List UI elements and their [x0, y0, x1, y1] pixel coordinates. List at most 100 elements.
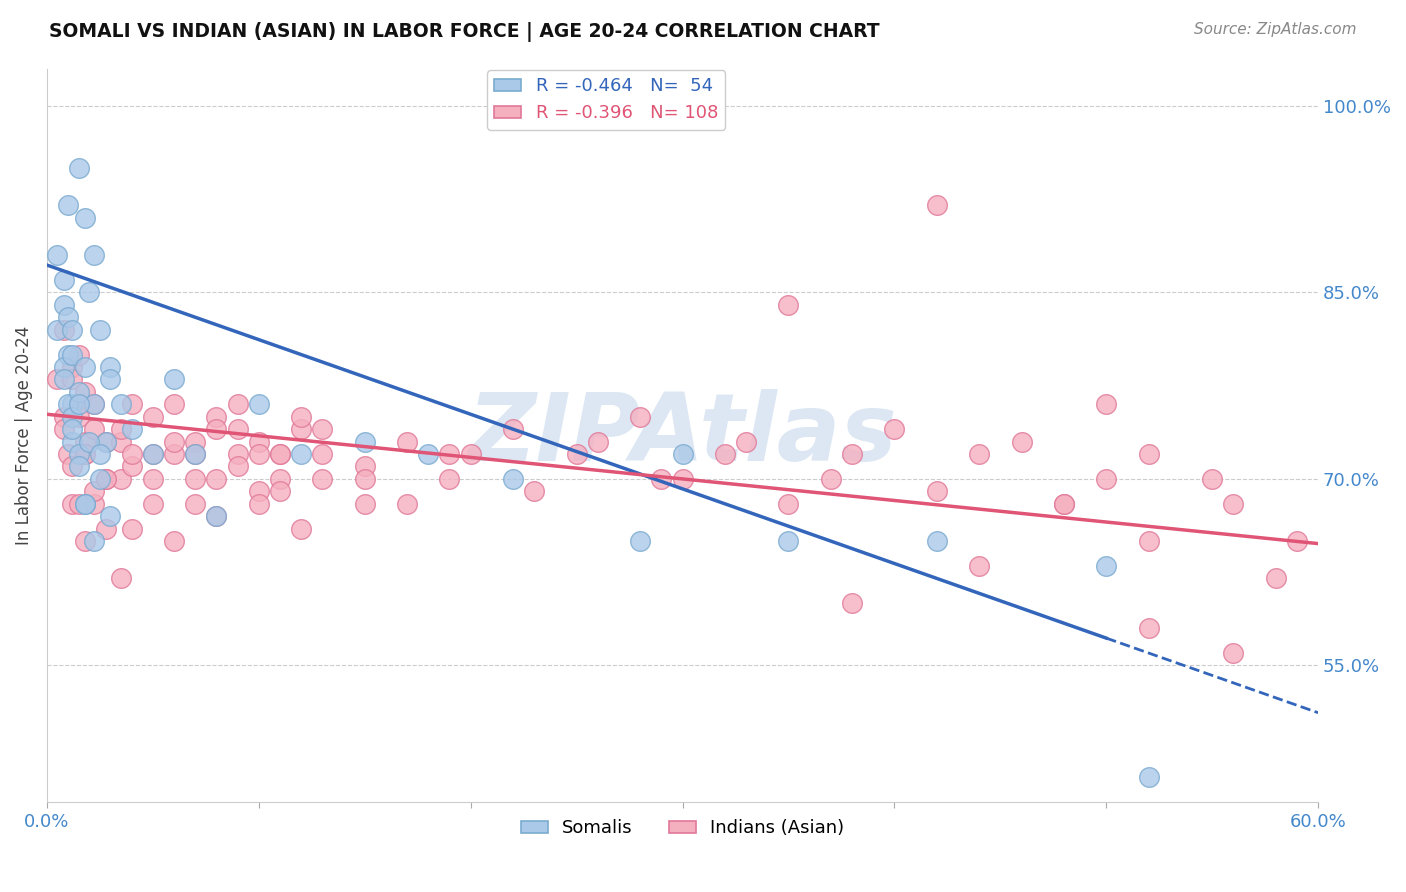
Point: [83, 422, 105, 436]
Point: [290, 522, 312, 536]
Point: [820, 472, 842, 486]
Point: [311, 472, 333, 486]
Point: [353, 497, 375, 511]
Point: [1137, 621, 1160, 635]
Point: [56, 198, 79, 212]
Point: [121, 397, 143, 411]
Point: [46, 248, 69, 262]
Point: [83, 248, 105, 262]
Point: [67, 497, 90, 511]
Point: [110, 434, 132, 449]
Point: [735, 434, 758, 449]
Point: [184, 472, 207, 486]
Point: [96, 472, 118, 486]
Point: [121, 422, 143, 436]
Point: [83, 397, 105, 411]
Point: [925, 484, 948, 499]
Point: [60, 372, 83, 386]
Point: [671, 447, 693, 461]
Point: [73, 497, 96, 511]
Point: [52, 409, 75, 424]
Point: [96, 472, 118, 486]
Point: [73, 447, 96, 461]
Point: [628, 534, 651, 549]
Point: [1095, 397, 1118, 411]
Point: [60, 347, 83, 361]
Point: [163, 397, 186, 411]
Point: [52, 359, 75, 374]
Point: [73, 211, 96, 225]
Point: [290, 409, 312, 424]
Point: [460, 447, 482, 461]
Point: [77, 434, 100, 449]
Point: [565, 447, 588, 461]
Point: [67, 347, 90, 361]
Point: [184, 434, 207, 449]
Point: [83, 534, 105, 549]
Point: [502, 422, 524, 436]
Point: [184, 447, 207, 461]
Point: [121, 447, 143, 461]
Point: [100, 372, 122, 386]
Point: [184, 497, 207, 511]
Point: [89, 447, 111, 461]
Point: [778, 534, 800, 549]
Point: [396, 434, 419, 449]
Point: [60, 459, 83, 474]
Point: [439, 447, 461, 461]
Point: [52, 323, 75, 337]
Point: [96, 522, 118, 536]
Point: [841, 596, 863, 610]
Point: [83, 484, 105, 499]
Point: [67, 161, 90, 175]
Point: [1053, 497, 1076, 511]
Point: [121, 459, 143, 474]
Point: [967, 447, 990, 461]
Point: [77, 285, 100, 300]
Point: [52, 372, 75, 386]
Point: [1095, 472, 1118, 486]
Point: [883, 422, 905, 436]
Text: SOMALI VS INDIAN (ASIAN) IN LABOR FORCE | AGE 20-24 CORRELATION CHART: SOMALI VS INDIAN (ASIAN) IN LABOR FORCE …: [49, 22, 880, 42]
Point: [60, 497, 83, 511]
Point: [110, 571, 132, 585]
Point: [73, 434, 96, 449]
Point: [96, 434, 118, 449]
Point: [89, 472, 111, 486]
Point: [586, 434, 609, 449]
Point: [89, 323, 111, 337]
Point: [52, 422, 75, 436]
Point: [110, 472, 132, 486]
Point: [247, 434, 270, 449]
Text: Source: ZipAtlas.com: Source: ZipAtlas.com: [1194, 22, 1357, 37]
Point: [67, 397, 90, 411]
Point: [142, 409, 165, 424]
Point: [247, 497, 270, 511]
Point: [247, 397, 270, 411]
Point: [205, 409, 228, 424]
Point: [142, 447, 165, 461]
Point: [163, 534, 186, 549]
Point: [671, 472, 693, 486]
Point: [502, 472, 524, 486]
Point: [67, 397, 90, 411]
Point: [269, 447, 291, 461]
Point: [110, 397, 132, 411]
Point: [1011, 434, 1033, 449]
Point: [205, 422, 228, 436]
Point: [96, 434, 118, 449]
Point: [73, 447, 96, 461]
Point: [269, 484, 291, 499]
Point: [205, 509, 228, 524]
Point: [650, 472, 672, 486]
Point: [60, 397, 83, 411]
Point: [73, 534, 96, 549]
Point: [269, 447, 291, 461]
Point: [100, 509, 122, 524]
Point: [290, 447, 312, 461]
Point: [778, 497, 800, 511]
Point: [56, 447, 79, 461]
Text: ZIPAtlas: ZIPAtlas: [468, 390, 897, 482]
Point: [439, 472, 461, 486]
Y-axis label: In Labor Force | Age 20-24: In Labor Force | Age 20-24: [15, 326, 32, 545]
